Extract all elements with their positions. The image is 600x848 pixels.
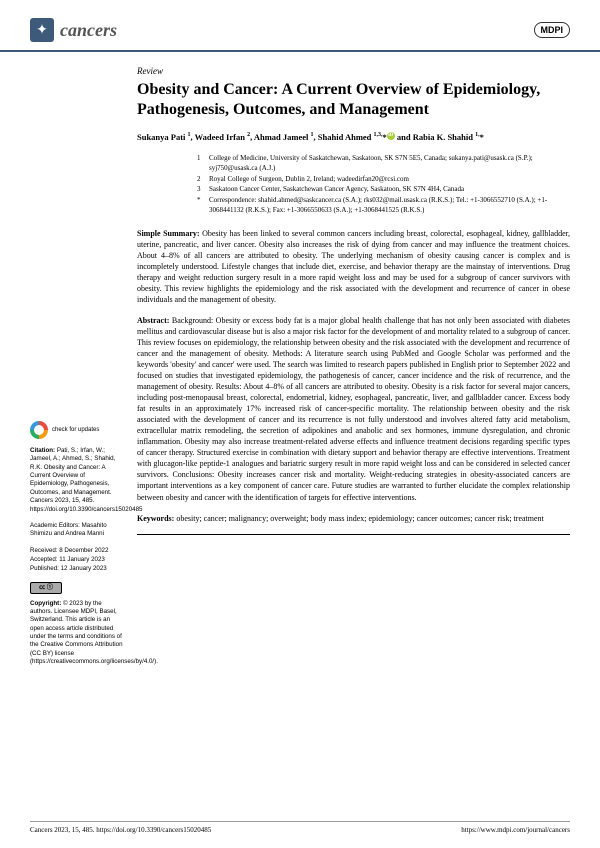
abstract-text: Background: Obesity or excess body fat i… <box>137 316 570 502</box>
summary-text: Obesity has been linked to several commo… <box>137 229 570 304</box>
abstract: Abstract: Background: Obesity or excess … <box>137 315 570 503</box>
publisher-logo: MDPI <box>534 22 571 38</box>
journal-icon <box>30 18 54 42</box>
check-updates-icon <box>30 421 48 439</box>
check-updates[interactable]: check for updates <box>30 421 125 439</box>
citation-text: Pati, S.; Irfan, W.; Jameel, A.; Ahmed, … <box>30 447 143 513</box>
authors-line: Sukanya Pati 1, Wadeed Irfan 2, Ahmad Ja… <box>137 132 570 142</box>
citation-block: Citation: Pati, S.; Irfan, W.; Jameel, A… <box>30 447 125 514</box>
editors-block: Academic Editors: Masahito Shimizu and A… <box>30 522 125 539</box>
journal-logo: cancers <box>30 18 117 42</box>
cc-license-icon: ㏄ ① <box>30 582 62 594</box>
article-title: Obesity and Cancer: A Current Overview o… <box>137 80 570 120</box>
main-column: Review Obesity and Cancer: A Current Ove… <box>137 66 570 667</box>
dates-block: Received: 8 December 2022 Accepted: 11 J… <box>30 547 125 574</box>
editors-label: Academic Editors: <box>30 522 80 529</box>
accepted-date: Accepted: 11 January 2023 <box>30 556 125 564</box>
keywords-label: Keywords: <box>137 514 174 523</box>
orcid-icon: iD <box>387 132 395 140</box>
separator <box>137 534 570 535</box>
article-type: Review <box>137 66 570 76</box>
published-date: Published: 12 January 2023 <box>30 565 125 573</box>
page-header: cancers MDPI <box>0 0 600 52</box>
copyright-block: Copyright: © 2023 by the authors. Licens… <box>30 600 125 667</box>
affiliations: 1College of Medicine, University of Sask… <box>197 154 570 216</box>
received-date: Received: 8 December 2022 <box>30 547 125 555</box>
sidebar: check for updates Citation: Pati, S.; Ir… <box>30 66 125 667</box>
journal-name: cancers <box>60 20 117 41</box>
keywords: Keywords: obesity; cancer; malignancy; o… <box>137 513 570 524</box>
check-updates-label: check for updates <box>52 427 99 434</box>
copyright-label: Copyright: <box>30 600 61 607</box>
keywords-text: obesity; cancer; malignancy; overweight;… <box>176 514 543 523</box>
abstract-label: Abstract: <box>137 316 169 325</box>
content-wrapper: check for updates Citation: Pati, S.; Ir… <box>0 52 600 667</box>
simple-summary: Simple Summary: Obesity has been linked … <box>137 228 570 305</box>
footer-right: https://www.mdpi.com/journal/cancers <box>461 826 570 834</box>
footer-left: Cancers 2023, 15, 485. https://doi.org/1… <box>30 826 211 834</box>
summary-label: Simple Summary: <box>137 229 200 238</box>
page-footer: Cancers 2023, 15, 485. https://doi.org/1… <box>30 821 570 834</box>
citation-label: Citation: <box>30 447 55 454</box>
